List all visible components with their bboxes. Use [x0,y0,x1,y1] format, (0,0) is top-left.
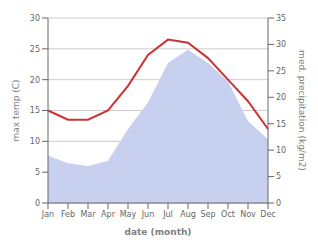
svg-text:5: 5 [35,168,40,177]
svg-text:15: 15 [276,120,286,129]
svg-text:25: 25 [276,67,286,76]
svg-text:10: 10 [30,137,40,146]
svg-text:May: May [120,210,137,219]
svg-text:max temp (C): max temp (C) [11,79,21,141]
svg-text:Jan: Jan [41,210,54,219]
svg-text:10: 10 [276,146,286,155]
svg-text:Jul: Jul [162,210,173,219]
svg-text:20: 20 [276,93,286,102]
svg-text:5: 5 [276,172,281,181]
svg-text:20: 20 [30,76,40,85]
svg-text:Nov: Nov [240,210,256,219]
svg-text:Mar: Mar [80,210,96,219]
svg-text:0: 0 [276,199,281,208]
svg-text:Jun: Jun [141,210,155,219]
svg-text:25: 25 [30,45,40,54]
svg-text:Dec: Dec [260,210,275,219]
svg-text:Oct: Oct [221,210,235,219]
svg-text:30: 30 [30,14,40,23]
svg-text:15: 15 [30,106,40,115]
svg-text:Aug: Aug [180,210,196,219]
svg-text:med. precipitation (kg/m2): med. precipitation (kg/m2) [297,50,307,171]
svg-text:Apr: Apr [101,210,116,219]
svg-text:0: 0 [35,199,40,208]
svg-text:Feb: Feb [61,210,75,219]
svg-text:Sep: Sep [200,210,215,219]
svg-text:date (month): date (month) [125,227,192,237]
svg-text:30: 30 [276,40,286,49]
svg-text:35: 35 [276,14,286,23]
